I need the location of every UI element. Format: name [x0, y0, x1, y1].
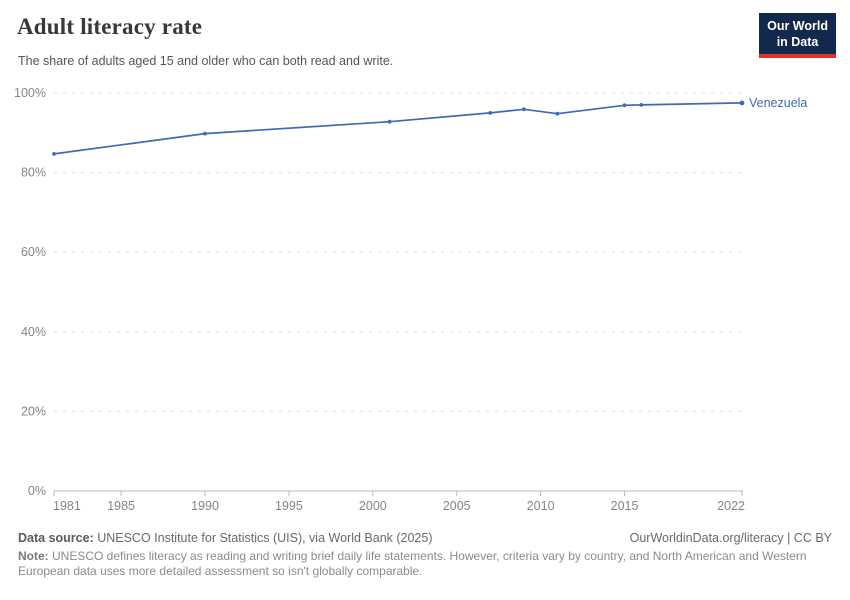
x-tick-label: 2010 [527, 499, 555, 513]
chart-subtitle: The share of adults aged 15 and older wh… [18, 54, 394, 68]
x-tick-label: 2015 [611, 499, 639, 513]
datasource-row: Data source: UNESCO Institute for Statis… [18, 531, 832, 545]
data-point[interactable] [639, 103, 644, 107]
line-chart[interactable]: 0% 20% 40% 60% 80% 100% 1981 1985 1990 1995 2000 20… [0, 0, 850, 528]
footnote-label: Note: [18, 549, 49, 563]
page-title: Adult literacy rate [17, 14, 203, 39]
x-tick-label: 1985 [107, 499, 135, 513]
y-tick-label: 60% [21, 245, 46, 259]
y-tick-label: 0% [28, 484, 46, 498]
data-point[interactable] [203, 131, 207, 136]
x-tick-label: 1990 [191, 499, 219, 513]
owid-logo-line1: Our World [767, 19, 828, 33]
datasource-label: Data source: [18, 531, 94, 545]
x-tick-label: 1995 [275, 499, 303, 513]
data-point[interactable] [555, 111, 560, 116]
series-line[interactable] [53, 102, 743, 155]
data-point[interactable] [488, 111, 493, 115]
data-point[interactable] [52, 152, 56, 156]
data-point[interactable] [522, 107, 526, 112]
y-tick-label: 40% [21, 325, 46, 339]
x-tick-label: 2005 [443, 499, 471, 513]
data-point[interactable] [739, 100, 745, 106]
entity-label[interactable]: Venezuela [749, 96, 807, 110]
datasource-value: UNESCO Institute for Statistics (UIS), v… [93, 531, 433, 545]
x-tick-label: 2000 [359, 499, 387, 513]
footnote: Note: UNESCO defines literacy as reading… [18, 549, 832, 580]
y-tick-label: 80% [21, 166, 46, 180]
owid-logo[interactable]: Our World in Data [759, 13, 836, 59]
owid-license-link[interactable]: OurWorldinData.org/literacy | CC BY [629, 531, 832, 545]
footnote-value: UNESCO defines literacy as reading and w… [18, 549, 807, 579]
owid-logo-line2: in Data [776, 34, 819, 49]
y-tick-label: 20% [21, 404, 46, 418]
data-point[interactable] [387, 119, 392, 124]
chart-footer: Data source: UNESCO Institute for Statis… [18, 531, 832, 580]
x-tick-label: 1981 [53, 499, 81, 513]
datasource-text: Data source: UNESCO Institute for Statis… [18, 531, 433, 545]
x-tick-label: 2022 [717, 499, 745, 513]
data-point[interactable] [622, 103, 627, 108]
y-tick-label: 100% [14, 86, 46, 100]
